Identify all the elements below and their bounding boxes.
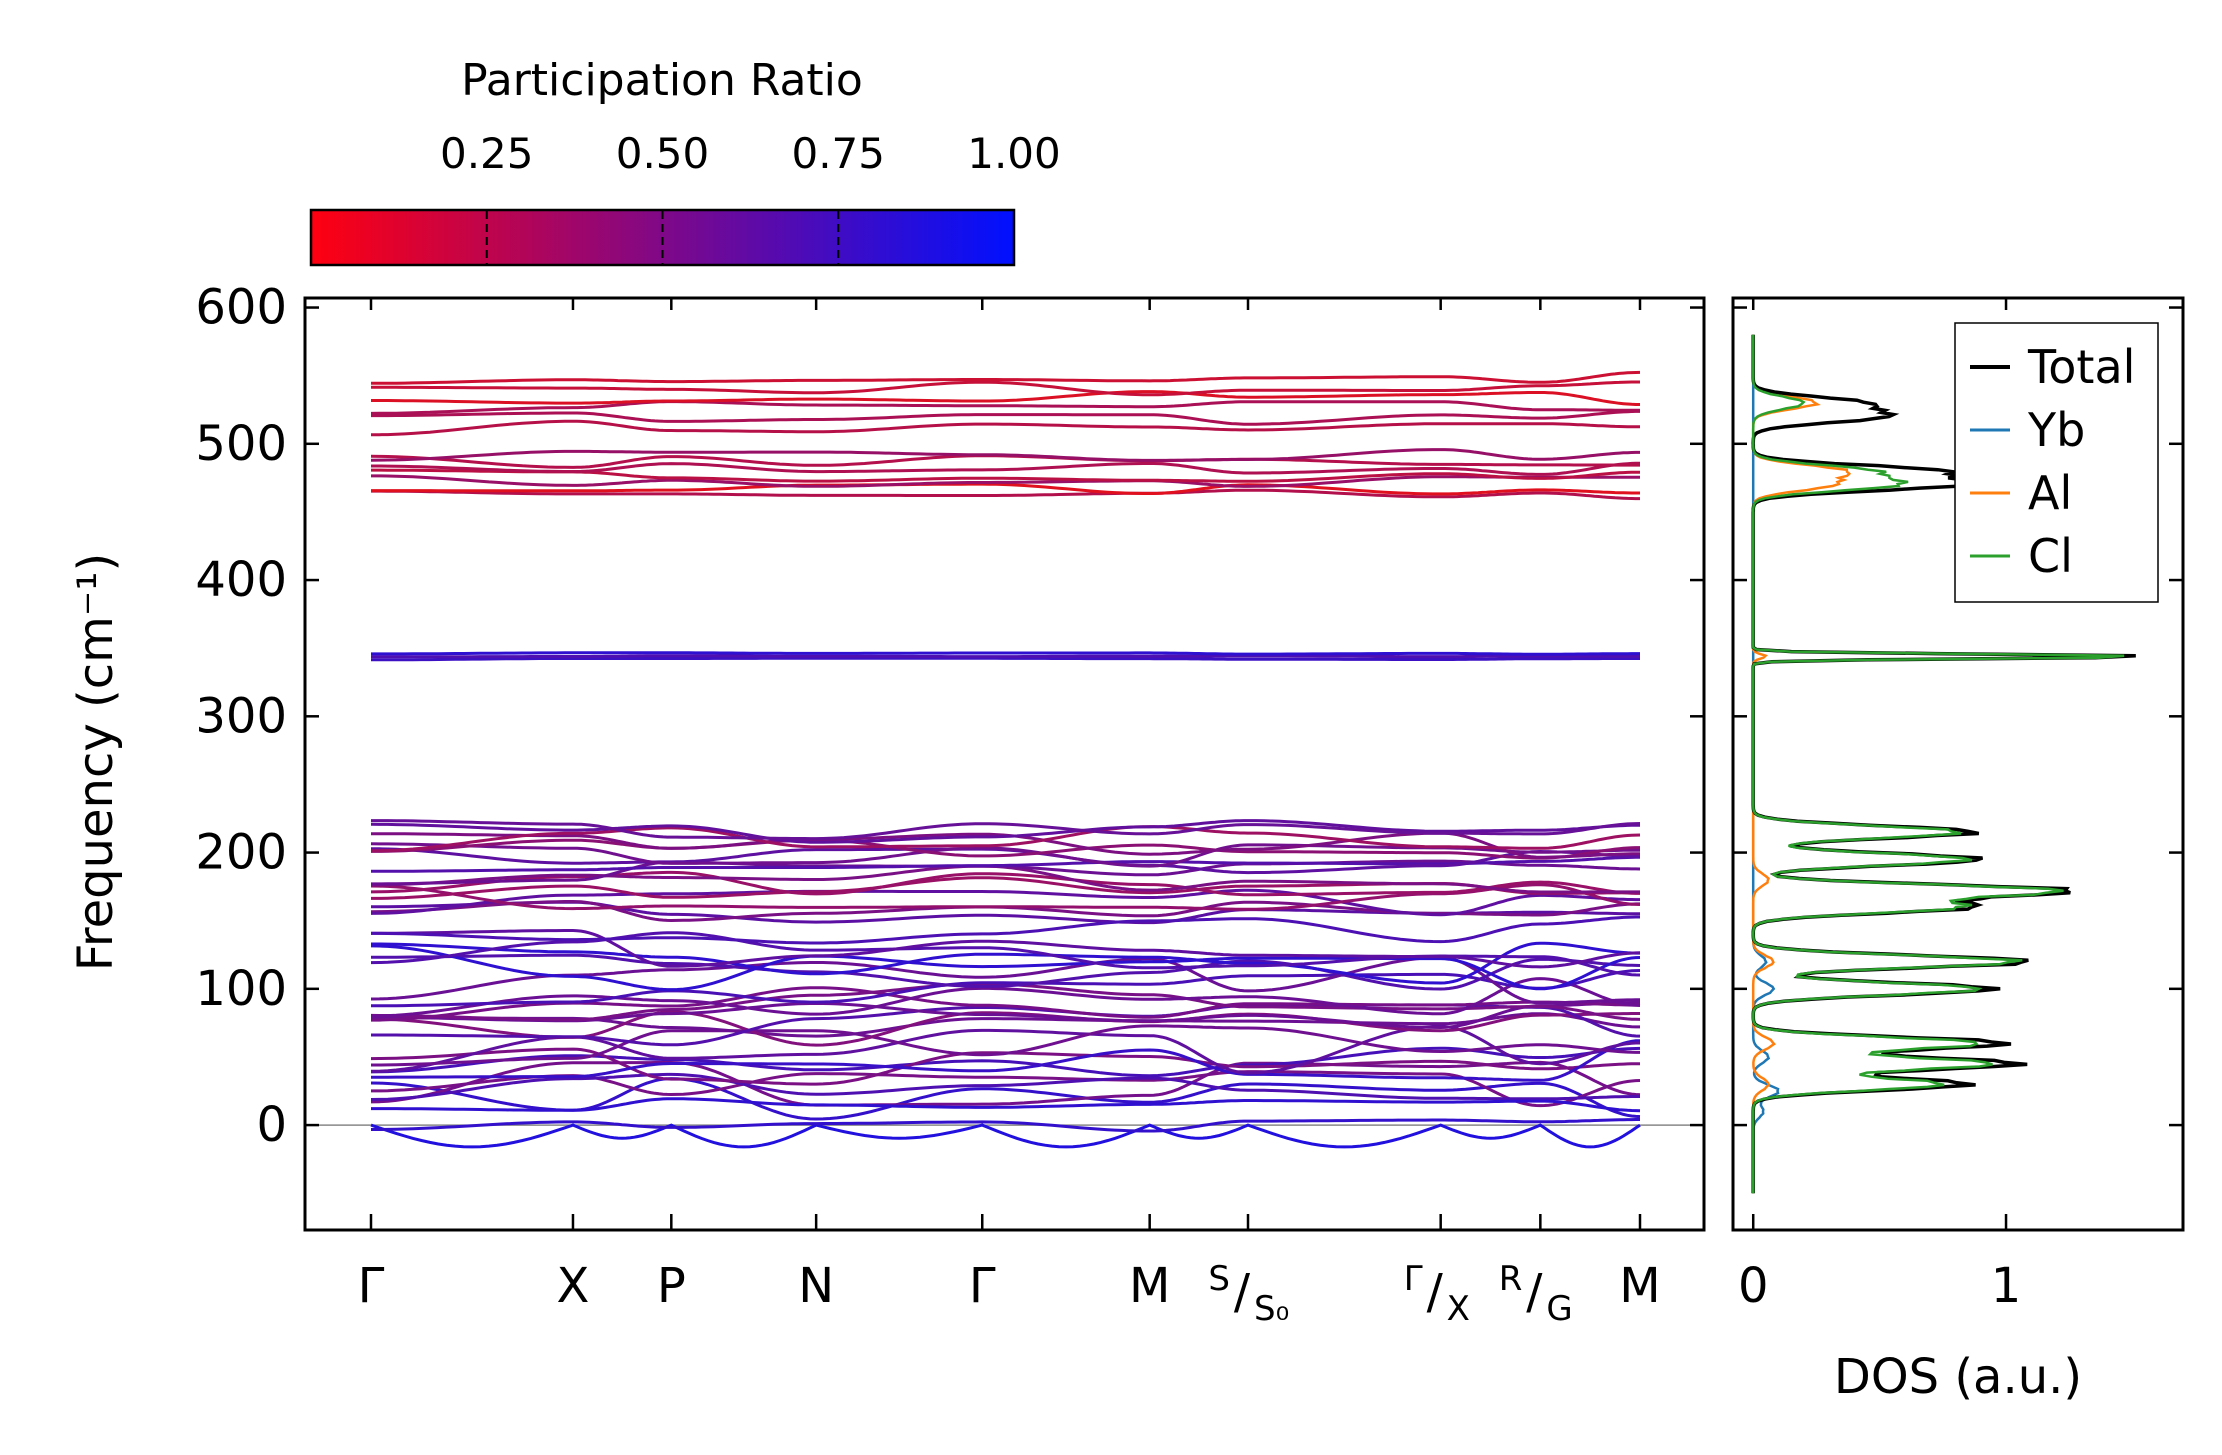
band-line: [371, 488, 1640, 501]
band-line: [371, 929, 1641, 969]
high-symmetry-slash: /: [1234, 1264, 1251, 1320]
band-line: [371, 1070, 1641, 1108]
band-line: [371, 482, 1640, 496]
band-line: [371, 1097, 1641, 1113]
colorbar-tick-label: 1.00: [967, 129, 1061, 178]
band-line: [370, 888, 1640, 917]
band-line: [371, 651, 1640, 656]
band-line: [370, 1077, 1641, 1121]
band-line: [371, 461, 1640, 476]
dos-x-tick-label: 0: [1738, 1258, 1769, 1314]
band-line: [371, 864, 1640, 894]
dos-legend: Total Yb Al Cl: [1954, 322, 2159, 603]
dos-x-tick-label: 1: [1991, 1258, 2022, 1314]
band-line: [371, 380, 1640, 397]
high-symmetry-label-sub: G: [1546, 1289, 1572, 1329]
dos-series-yb: [1751, 334, 1780, 1194]
legend-label-al: Al: [2028, 466, 2072, 520]
y-tick-label: 200: [195, 825, 287, 881]
colorbar-tick-label: 0.25: [440, 129, 534, 178]
high-symmetry-slash: /: [1427, 1264, 1444, 1320]
legend-label-cl: Cl: [2028, 529, 2073, 583]
band-line: [371, 1118, 1640, 1133]
colorbar-tick-label: 0.75: [791, 129, 885, 178]
band-line: [371, 1001, 1640, 1030]
band-line: [371, 838, 1640, 860]
band-line: [370, 982, 1641, 1022]
high-symmetry-label-sup: R: [1499, 1259, 1523, 1299]
band-line: [370, 1047, 1641, 1086]
band-line: [370, 900, 1640, 923]
high-symmetry-label-sup: Γ: [1404, 1259, 1423, 1299]
dos-x-axis-label: DOS (a.u.): [1834, 1349, 2082, 1405]
dos-panel: 0 1 DOS (a.u.) Total Yb Al Cl: [1731, 296, 2185, 1405]
band-line: [371, 370, 1641, 385]
legend-label-yb: Yb: [2027, 403, 2085, 457]
band-line: [370, 883, 1641, 911]
high-symmetry-label: P: [657, 1258, 686, 1314]
band-line: [371, 1039, 1641, 1082]
band-line: [370, 1123, 1641, 1149]
high-symmetry-label: N: [798, 1258, 834, 1314]
band-line: [371, 409, 1640, 426]
y-tick-label: 100: [195, 961, 287, 1017]
high-symmetry-label-sup: S: [1208, 1259, 1230, 1299]
band-line: [371, 1012, 1640, 1038]
band-line: [371, 977, 1641, 1018]
band-line: [370, 1072, 1640, 1101]
high-symmetry-label: M: [1129, 1258, 1170, 1314]
high-symmetry-label-sub: S₀: [1254, 1289, 1289, 1329]
high-symmetry-label-sub: X: [1447, 1289, 1470, 1329]
band-line: [370, 1046, 1641, 1078]
band-line: [371, 831, 1640, 859]
high-symmetry-label: X: [557, 1258, 590, 1314]
band-line: [371, 390, 1640, 406]
band-y-axis-label: Frequency (cm⁻¹): [68, 553, 124, 971]
band-line: [370, 419, 1640, 437]
band-line: [371, 819, 1641, 841]
band-line: [371, 855, 1640, 873]
band-line: [370, 944, 1641, 992]
band-line: [371, 654, 1640, 659]
colorbar-tick-label: 0.50: [616, 129, 710, 178]
y-tick-label: 0: [256, 1097, 287, 1153]
band-line: [370, 819, 1641, 844]
band-line: [371, 656, 1640, 662]
y-tick-label: 300: [195, 688, 287, 744]
band-line: [371, 1024, 1640, 1067]
band-line: [370, 448, 1640, 462]
high-symmetry-label: Γ: [969, 1258, 996, 1314]
band-line: [370, 955, 1640, 1005]
legend-label-total: Total: [2027, 340, 2135, 394]
colorbar-label: Participation Ratio: [461, 55, 863, 106]
band-line: [370, 1024, 1640, 1075]
colorbar: Participation Ratio 0.25 0.50 0.75 1.00: [309, 55, 1061, 267]
high-symmetry-slash: /: [1526, 1264, 1543, 1320]
band-axes-frame: [303, 296, 1706, 1232]
band-line: [370, 842, 1640, 868]
high-symmetry-label: M: [1619, 1258, 1660, 1314]
dos-axes-frame: [1731, 296, 2185, 1232]
y-tick-label: 500: [195, 416, 287, 472]
band-line: [370, 454, 1640, 469]
high-symmetry-label: Γ: [358, 1258, 385, 1314]
y-tick-label: 600: [195, 280, 287, 336]
band-line: [370, 400, 1640, 415]
y-tick-label: 400: [195, 552, 287, 608]
band-line: [371, 915, 1640, 945]
band-line: [371, 468, 1640, 483]
dos-series-cl: [1751, 334, 2125, 1194]
band-line: [371, 986, 1640, 1022]
